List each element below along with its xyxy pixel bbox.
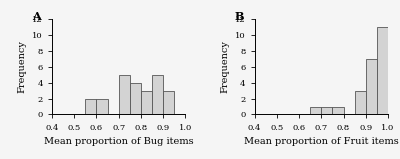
- Bar: [332, 107, 344, 114]
- Bar: [377, 27, 388, 114]
- Bar: [130, 83, 141, 114]
- X-axis label: Mean proportion of Bug items: Mean proportion of Bug items: [44, 137, 194, 146]
- X-axis label: Mean proportion of Fruit items: Mean proportion of Fruit items: [244, 137, 399, 146]
- Bar: [321, 107, 332, 114]
- Text: A: A: [32, 11, 41, 22]
- Bar: [366, 59, 377, 114]
- Bar: [152, 75, 163, 114]
- Bar: [163, 91, 174, 114]
- Y-axis label: Frequency: Frequency: [220, 40, 230, 93]
- Bar: [85, 99, 96, 114]
- Text: B: B: [235, 11, 244, 22]
- Bar: [96, 99, 108, 114]
- Bar: [141, 91, 152, 114]
- Bar: [310, 107, 321, 114]
- Bar: [355, 91, 366, 114]
- Bar: [119, 75, 130, 114]
- Y-axis label: Frequency: Frequency: [18, 40, 27, 93]
